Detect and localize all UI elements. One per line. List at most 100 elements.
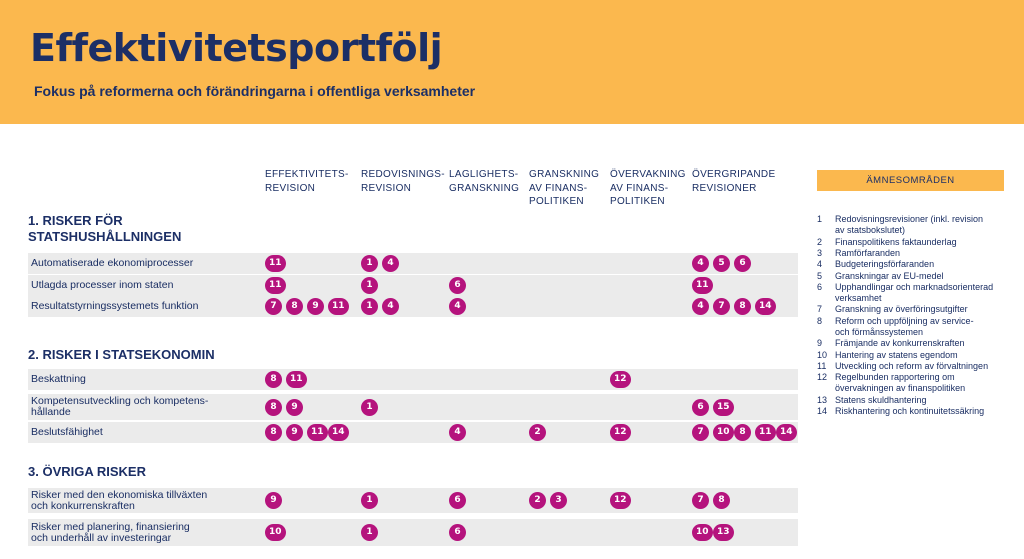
topic-badge: 1 (361, 398, 378, 416)
topic-badge: 1 (361, 524, 378, 541)
legend-text: Redovisningsrevisioner (inkl. revision av… (835, 214, 984, 236)
section-title: 2. RISKER I STATSEKONOMIN (28, 347, 215, 362)
legend-text: Riskhantering och kontinuitetssäkring (835, 406, 985, 417)
topic-badge: 11 (286, 371, 307, 388)
legend-number: 4 (817, 259, 823, 270)
topic-badge: 6 (449, 492, 466, 509)
legend-number: 6 (817, 281, 823, 292)
topic-badge: 12 (610, 424, 631, 441)
legend-text: Regelbunden rapportering om övervakningen… (835, 372, 966, 394)
row-label: Risker med den ekonomiska tillväxten och … (31, 488, 208, 512)
topic-badge: 1 (361, 277, 378, 294)
legend-text: Statens skuldhantering (835, 394, 927, 405)
topic-badge: 8 (734, 298, 751, 315)
topic-badge: 13 (713, 524, 734, 541)
legend-text: Främjande av konkurrenskraften (835, 338, 965, 349)
header-banner: Effektivitetsportfölj Fokus på reformern… (0, 0, 1024, 124)
legend-text: Granskningar av EU-medel (835, 270, 944, 281)
topic-badge: 4 (692, 298, 709, 315)
topic-badge: 6 (692, 398, 709, 416)
table-row (28, 519, 798, 546)
legend-number: 14 (817, 406, 828, 417)
column-header: ÖVERVAKNING AV FINANS- POLITIKEN (610, 169, 686, 207)
topic-badge: 9 (265, 492, 282, 509)
topic-badge: 8 (265, 398, 282, 416)
section-title: 3. ÖVRIGA RISKER (28, 464, 146, 479)
row-label: Risker med planering, finansiering och un… (31, 520, 190, 544)
column-header: EFFEKTIVITETS- REVISION (265, 169, 349, 194)
topic-badge: 8 (265, 371, 282, 388)
topic-badge: 10 (265, 524, 286, 541)
column-header: LAGLIGHETS- GRANSKNING (449, 169, 520, 194)
column-header: ÖVERGRIPANDE REVISIONER (692, 169, 776, 194)
topic-badge: 4 (382, 298, 399, 315)
legend-number: 8 (817, 315, 823, 326)
topic-badge: 6 (449, 524, 466, 541)
topic-badge: 9 (307, 298, 324, 315)
topic-badge: 8 (713, 492, 730, 509)
legend-number: 5 (817, 270, 823, 281)
topic-badge: 4 (692, 255, 709, 272)
legend-number: 3 (817, 247, 823, 258)
topic-badge: 11 (328, 298, 349, 315)
table-row (28, 488, 798, 513)
topic-badge: 11 (265, 277, 286, 294)
topic-badge: 1 (361, 255, 378, 272)
legend-text: Reform och uppföljning av service-och fö… (835, 315, 974, 337)
row-label: Kompetensutveckling och kompetens-hållan… (31, 395, 209, 418)
topic-badge: 4 (449, 424, 466, 441)
column-header: GRANSKNING AV FINANS- POLITIKEN (529, 169, 600, 207)
legend-number: 10 (817, 349, 828, 360)
topic-badge: 8 (265, 424, 282, 441)
table-row (28, 422, 798, 443)
topic-badge: 1 (361, 492, 378, 509)
topic-badge: 5 (713, 255, 730, 272)
legend-text: Budgeteringsförfaranden (835, 259, 935, 270)
topic-badge: 8 (286, 298, 303, 315)
page-subtitle: Fokus på reformerna och förändringarna i… (34, 83, 476, 99)
table-row (28, 296, 798, 317)
topic-badge: 12 (610, 492, 631, 509)
legend-text: Finanspolitikens faktaunderlag (835, 236, 957, 247)
topic-badge: 7 (692, 424, 709, 441)
topic-badge: 11 (692, 277, 713, 294)
topic-badge: 1 (361, 298, 378, 315)
section-title: 1. RISKER FÖR STATSHUSHÅLLNINGEN (28, 213, 182, 244)
topic-badge: 9 (286, 398, 303, 416)
row-label: Automatiserade ekonomiprocesser (31, 257, 194, 269)
topic-badge: 10 (692, 524, 713, 541)
row-label: Resultatstyrningssystemets funktion (31, 300, 199, 312)
legend-number: 1 (817, 214, 823, 224)
topic-badge: 7 (692, 492, 709, 509)
legend-number: 2 (817, 236, 823, 247)
legend-number: 11 (817, 360, 827, 371)
legend-title: ÄMNESOMRÅDEN (817, 170, 1004, 191)
topic-badge: 14 (328, 424, 349, 441)
legend-number: 12 (817, 372, 828, 383)
topic-badge: 11 (307, 424, 328, 441)
column-header: REDOVISNINGS- REVISION (361, 169, 445, 194)
topic-badge: 6 (449, 277, 466, 294)
legend-text: Utveckling och reform av förvaltningen (835, 360, 989, 371)
topic-badge: 4 (382, 255, 399, 272)
legend-text: Granskning av överföringsutgifter (835, 304, 968, 315)
topic-badge: 14 (776, 424, 797, 441)
topic-badge: 7 (265, 298, 282, 315)
table-row (28, 275, 798, 296)
legend-number: 9 (817, 338, 823, 349)
topic-badge: 8 (734, 424, 751, 441)
topic-badge: 7 (713, 298, 730, 315)
topic-badge: 15 (713, 398, 734, 416)
topic-badge: 11 (265, 255, 286, 272)
topic-badge: 11 (755, 424, 776, 441)
topic-badge: 6 (734, 255, 751, 272)
row-label: Beskattning (31, 373, 86, 385)
legend-number: 7 (817, 304, 823, 315)
topic-badge: 2 (529, 492, 546, 509)
row-label: Utlagda processer inom staten (31, 279, 174, 291)
topic-badge: 10 (713, 424, 734, 441)
legend-text: Upphandlingar och marknadsorienterad verk… (835, 281, 994, 304)
legend-text: Ramförfaranden (835, 247, 901, 258)
legend-text: Hantering av statens egendom (835, 349, 958, 360)
topic-badge: 4 (449, 298, 466, 315)
